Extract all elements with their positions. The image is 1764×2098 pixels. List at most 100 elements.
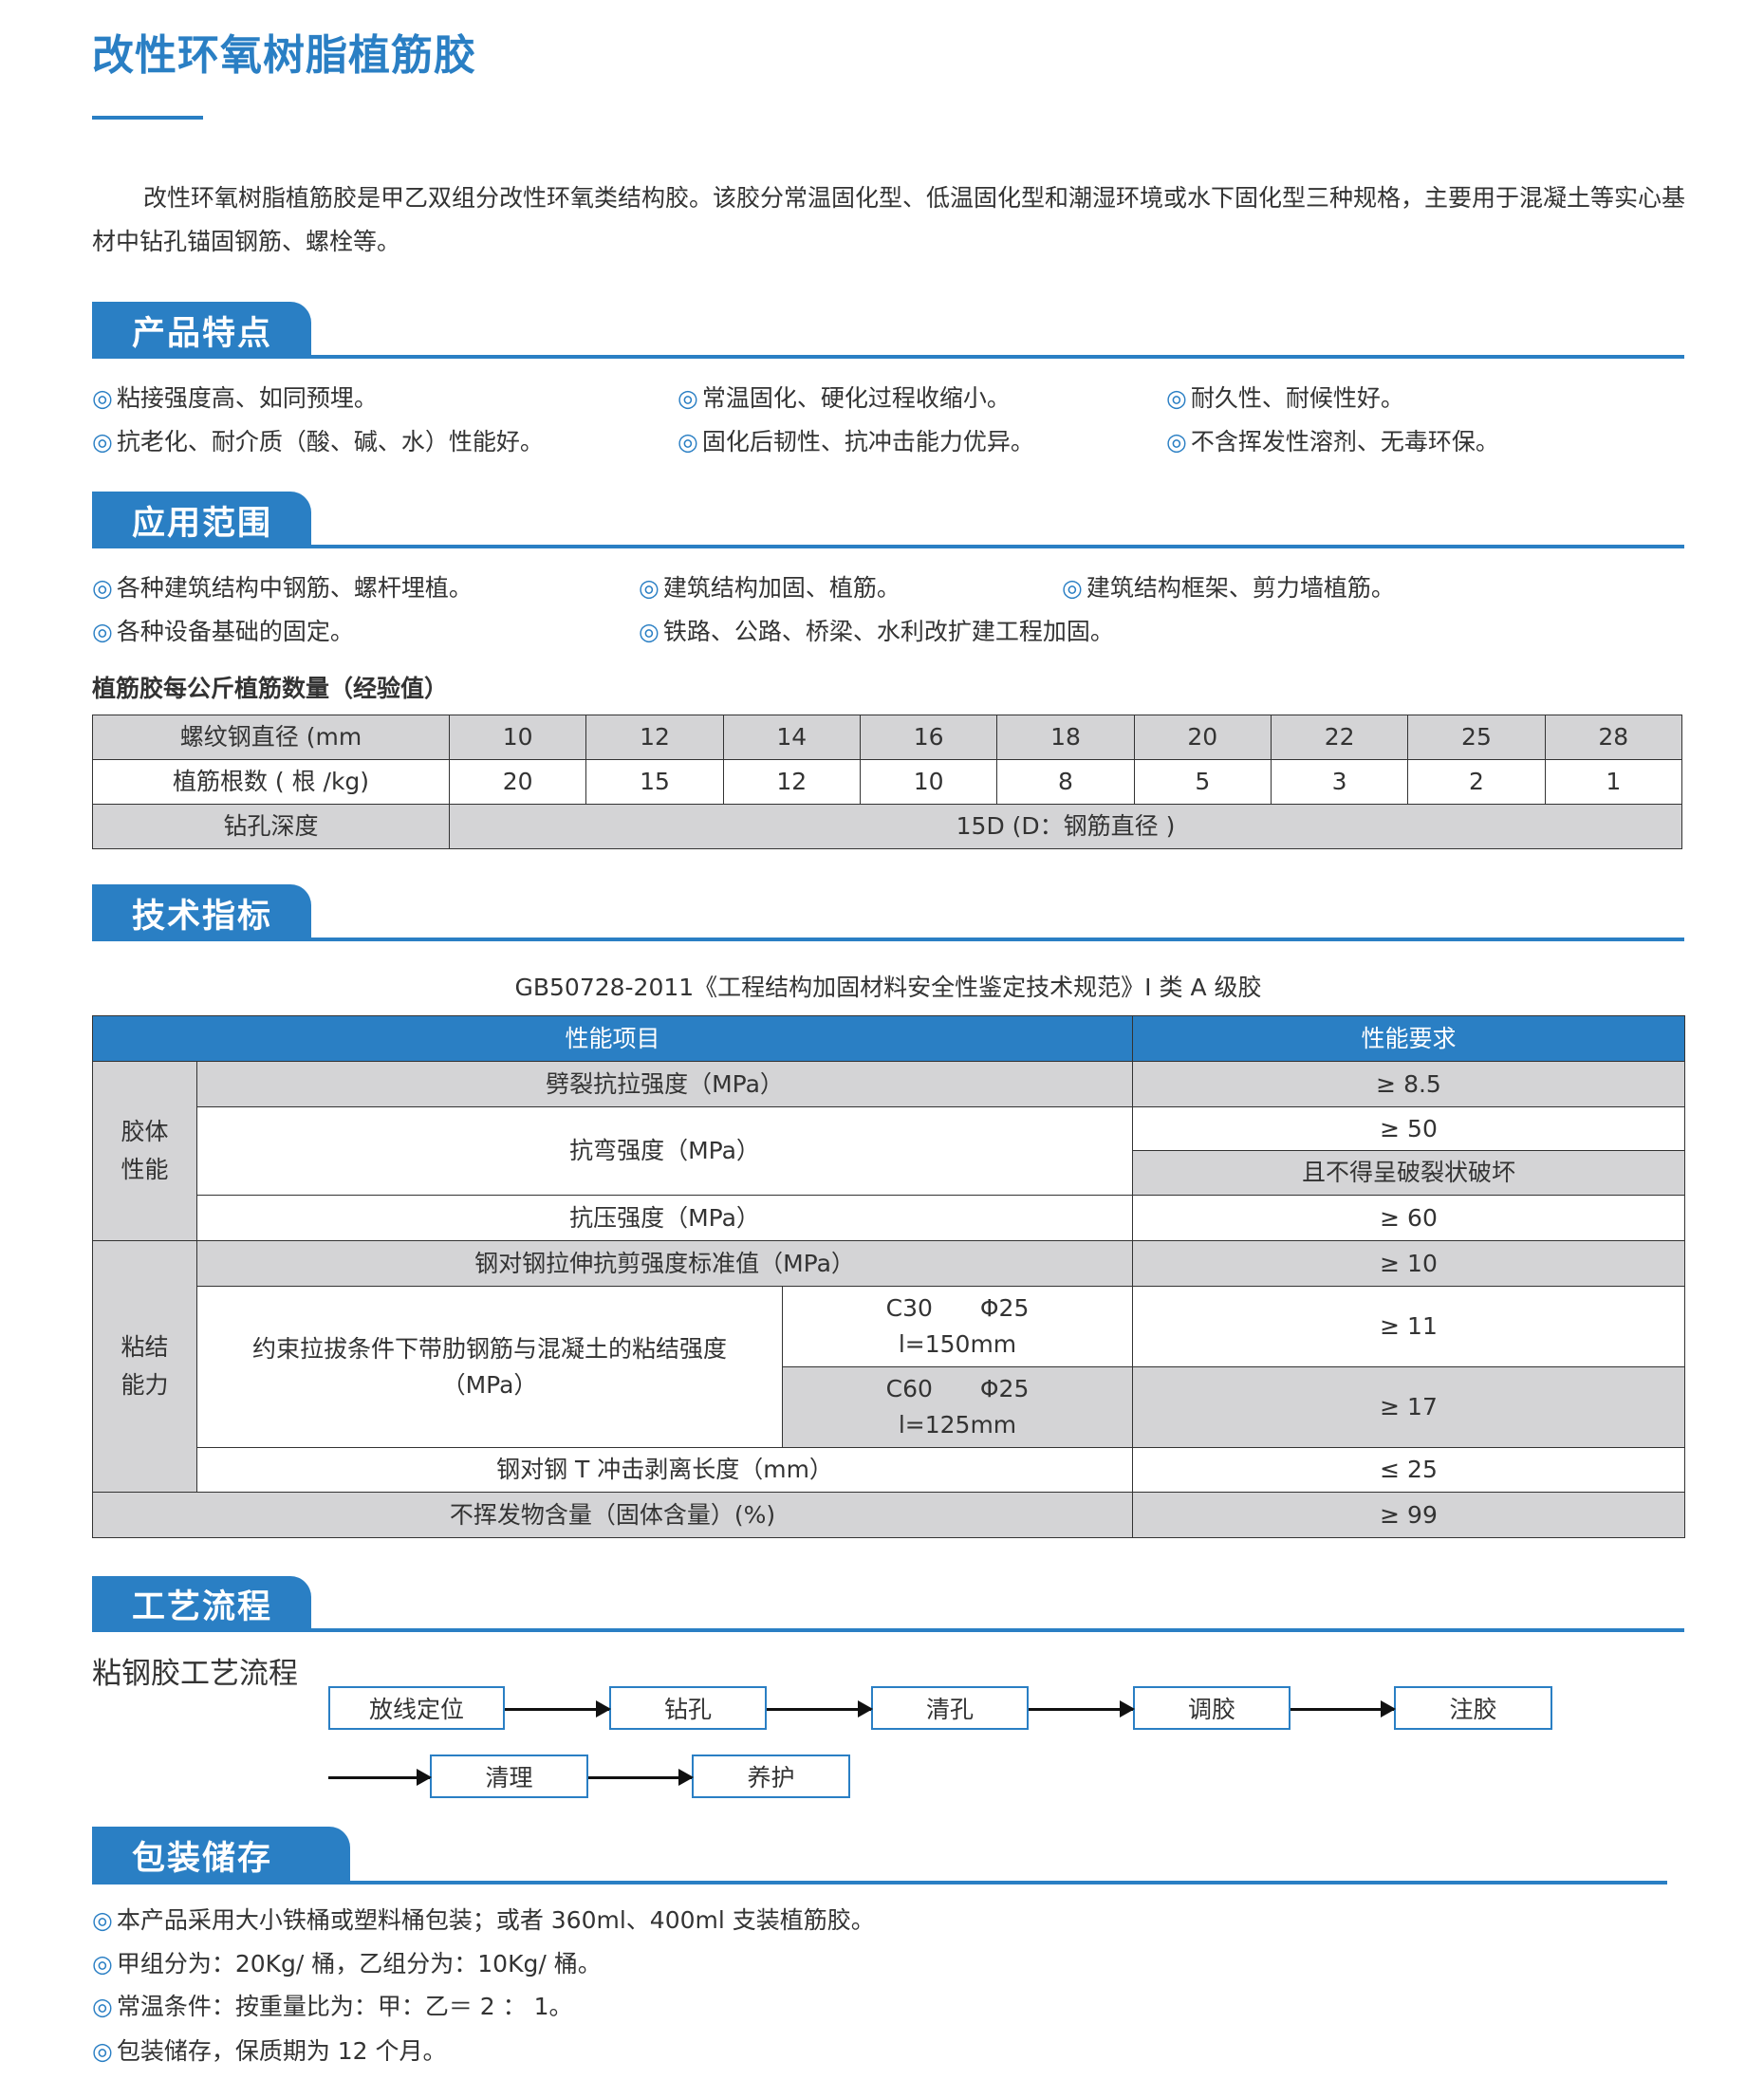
- count-cell: 10: [859, 759, 998, 805]
- list-item: ◎ 耐久性、耐候性好。: [1166, 380, 1404, 414]
- arrow-right-icon: [767, 1700, 873, 1717]
- section-rule: [92, 545, 1684, 548]
- section-rule: [92, 1628, 1684, 1632]
- bullet-icon: ◎: [92, 1950, 113, 1977]
- spec-value: ≥ 11: [1132, 1286, 1685, 1367]
- count-cell: 8: [996, 759, 1135, 805]
- header-item: 性能项目: [92, 1015, 1133, 1062]
- flow-step-box: 放线定位: [328, 1686, 505, 1730]
- item-text: 常温固化、硬化过程收缩小。: [701, 384, 1011, 412]
- bullet-icon: ◎: [1166, 428, 1187, 455]
- section-title: 包装储存: [92, 1827, 350, 1884]
- count-cell: 20: [448, 759, 587, 805]
- item-text: 不含挥发性溶剂、无毒环保。: [1190, 428, 1499, 455]
- list-item: ◎ 各种设备基础的固定。: [92, 613, 354, 647]
- flow-step-box: 钻孔: [609, 1686, 767, 1730]
- bullet-icon: ◎: [92, 618, 113, 645]
- bullet-icon: ◎: [92, 1906, 113, 1934]
- dosage-table-caption: 植筋胶每公斤植筋数量（经验值）: [92, 675, 449, 702]
- list-item: ◎ 建筑结构加固、植筋。: [639, 569, 901, 603]
- section-header-process: 工艺流程: [92, 1576, 1684, 1632]
- bullet-icon: ◎: [92, 2037, 113, 2065]
- count-cell: 3: [1270, 759, 1409, 805]
- item-text: 包装储存，保质期为 12 个月。: [116, 2037, 447, 2065]
- spec-item: 约束拉拔条件下带肋钢筋与混凝土的粘结强度 （MPa）: [196, 1286, 783, 1448]
- intro-paragraph: 改性环氧树脂植筋胶是甲乙双组分改性环氧类结构胶。该胶分常温固化型、低温固化型和潮…: [92, 184, 1686, 255]
- spec-value: ≥ 17: [1132, 1366, 1685, 1448]
- standard-caption: GB50728-2011《工程结构加固材料安全性鉴定技术规范》I 类 A 级胶: [514, 974, 1262, 1001]
- list-item: ◎ 抗老化、耐介质（酸、碱、水）性能好。: [92, 423, 544, 457]
- list-item: ◎ 本产品采用大小铁桶或塑料桶包装；或者 360ml、400ml 支装植筋胶。: [92, 1902, 875, 1936]
- count-cell: 15: [585, 759, 724, 805]
- spec-item: 抗弯强度（MPa）: [196, 1106, 1133, 1196]
- bullet-icon: ◎: [678, 384, 698, 412]
- diameter-cell: 16: [859, 715, 998, 760]
- section-title: 技术指标: [92, 884, 311, 941]
- flow-step-box: 注胶: [1394, 1686, 1552, 1730]
- spec-item: 抗压强度（MPa）: [196, 1195, 1133, 1241]
- diameter-cell: 18: [996, 715, 1135, 760]
- bullet-icon: ◎: [678, 428, 698, 455]
- list-item: ◎ 铁路、公路、桥梁、水利改扩建工程加固。: [639, 613, 1114, 647]
- item-text: 铁路、公路、桥梁、水利改扩建工程加固。: [662, 618, 1114, 645]
- page-title: 改性环氧树脂植筋胶: [92, 31, 476, 80]
- item-text: 建筑结构框架、剪力墙植筋。: [1086, 574, 1395, 602]
- diameter-cell: 10: [448, 715, 587, 760]
- count-cell: 1: [1544, 759, 1683, 805]
- arrow-right-icon: [1291, 1700, 1396, 1717]
- section-rule: [92, 1881, 1667, 1884]
- item-text: 建筑结构加固、植筋。: [662, 574, 901, 602]
- bullet-icon: ◎: [92, 384, 113, 412]
- section-title: 应用范围: [92, 492, 311, 548]
- list-item: ◎ 各种建筑结构中钢筋、螺杆埋植。: [92, 569, 473, 603]
- item-text: 各种设备基础的固定。: [116, 618, 354, 645]
- section-title: 工艺流程: [92, 1576, 311, 1632]
- spec-item: 劈裂抗拉强度（MPa）: [196, 1061, 1133, 1107]
- spec-item: 钢对钢 T 冲击剥离长度（mm）: [196, 1447, 1133, 1493]
- item-text: 固化后韧性、抗冲击能力优异。: [701, 428, 1034, 455]
- diameter-cell: 22: [1270, 715, 1409, 760]
- diameter-cell: 20: [1133, 715, 1272, 760]
- list-item: ◎ 常温固化、硬化过程收缩小。: [678, 380, 1011, 414]
- list-item: ◎ 包装储存，保质期为 12 个月。: [92, 2033, 447, 2067]
- flow-step-box: 调胶: [1133, 1686, 1291, 1730]
- item-text: 常温条件：按重量比为：甲：乙＝ 2 ： 1。: [116, 1993, 573, 2020]
- row-label: 植筋根数 ( 根 /kg): [92, 759, 450, 805]
- spec-value: ≥ 10: [1132, 1240, 1685, 1287]
- spec-condition: C60 Φ25 l=125mm: [782, 1366, 1133, 1448]
- spec-item: 不挥发物含量（固体含量）(%): [92, 1492, 1133, 1538]
- row-label: 螺纹钢直径 (mm: [92, 715, 450, 760]
- section-header-packaging: 包装储存: [92, 1827, 1667, 1884]
- spec-value: ≤ 25: [1132, 1447, 1685, 1493]
- flow-step-box: 养护: [692, 1755, 850, 1798]
- section-rule: [92, 355, 1684, 359]
- list-item: ◎ 常温条件：按重量比为：甲：乙＝ 2 ： 1。: [92, 1988, 572, 2022]
- item-text: 各种建筑结构中钢筋、螺杆埋植。: [116, 574, 473, 602]
- bullet-icon: ◎: [1062, 574, 1083, 602]
- section-rule: [92, 938, 1684, 941]
- spec-value: ≥ 50: [1132, 1106, 1685, 1151]
- arrow-right-icon: [328, 1769, 432, 1786]
- list-item: ◎ 建筑结构框架、剪力墙植筋。: [1062, 569, 1395, 603]
- bullet-icon: ◎: [92, 428, 113, 455]
- flow-label: 粘钢胶工艺流程: [92, 1657, 298, 1691]
- section-header-features: 产品特点: [92, 302, 1684, 359]
- flow-step-box: 清孔: [871, 1686, 1029, 1730]
- spec-condition: C30 Φ25 l=150mm: [782, 1286, 1133, 1367]
- diameter-cell: 25: [1407, 715, 1546, 760]
- item-text: 抗老化、耐介质（酸、碱、水）性能好。: [116, 428, 544, 455]
- list-item: ◎ 不含挥发性溶剂、无毒环保。: [1166, 423, 1499, 457]
- item-text: 耐久性、耐候性好。: [1190, 384, 1404, 412]
- list-item: ◎ 粘接强度高、如同预埋。: [92, 380, 378, 414]
- item-text: 本产品采用大小铁桶或塑料桶包装；或者 360ml、400ml 支装植筋胶。: [116, 1906, 875, 1934]
- header-requirement: 性能要求: [1132, 1015, 1685, 1062]
- count-cell: 5: [1133, 759, 1272, 805]
- diameter-cell: 28: [1544, 715, 1683, 760]
- row-label: 钻孔深度: [92, 804, 450, 849]
- arrow-right-icon: [1029, 1700, 1135, 1717]
- section-header-specs: 技术指标: [92, 884, 1684, 941]
- section-title: 产品特点: [92, 302, 311, 359]
- list-item: ◎ 甲组分为：20Kg/ 桶，乙组分为：10Kg/ 桶。: [92, 1945, 602, 1979]
- arrow-right-icon: [588, 1769, 694, 1786]
- diameter-cell: 14: [722, 715, 861, 760]
